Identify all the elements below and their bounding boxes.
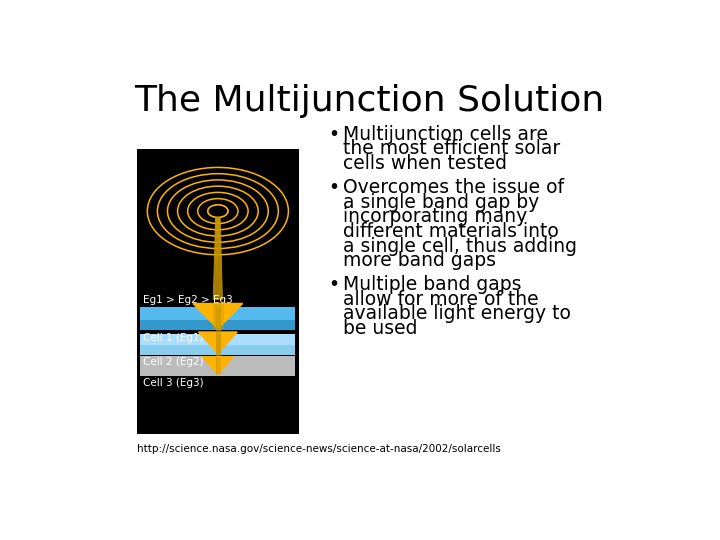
- Text: Eg1 > Eg2 > Eg3: Eg1 > Eg2 > Eg3: [143, 295, 233, 306]
- Ellipse shape: [198, 199, 238, 224]
- Text: •: •: [329, 125, 340, 144]
- Text: incorporating many: incorporating many: [343, 207, 527, 226]
- Text: Overcomes the issue of: Overcomes the issue of: [343, 178, 564, 197]
- Bar: [137, 150, 300, 434]
- Text: Cell 1 (Eg1): Cell 1 (Eg1): [143, 333, 203, 343]
- Text: a single band gap by: a single band gap by: [343, 193, 539, 212]
- Ellipse shape: [168, 180, 269, 242]
- Text: more band gaps: more band gaps: [343, 251, 495, 270]
- Bar: [140, 356, 295, 376]
- Text: be used: be used: [343, 319, 417, 338]
- Text: allow for more of the: allow for more of the: [343, 289, 539, 309]
- Ellipse shape: [158, 174, 279, 248]
- Polygon shape: [202, 356, 233, 374]
- Polygon shape: [193, 303, 243, 329]
- Text: cells when tested: cells when tested: [343, 154, 507, 173]
- Ellipse shape: [208, 205, 228, 217]
- Bar: [140, 346, 295, 355]
- Bar: [140, 320, 295, 330]
- Text: http://science.nasa.gov/science-news/science-at-nasa/2002/solarcells: http://science.nasa.gov/science-news/sci…: [137, 444, 500, 454]
- Text: •: •: [329, 178, 340, 197]
- Text: Cell 3 (Eg3): Cell 3 (Eg3): [143, 378, 203, 388]
- Ellipse shape: [148, 167, 289, 255]
- Bar: [140, 334, 295, 346]
- Text: •: •: [329, 275, 340, 294]
- Text: the most efficient solar: the most efficient solar: [343, 139, 560, 159]
- Text: Multijunction cells are: Multijunction cells are: [343, 125, 548, 144]
- Ellipse shape: [208, 205, 228, 217]
- Bar: [140, 307, 295, 320]
- Text: Cell 2 (Eg2): Cell 2 (Eg2): [143, 357, 203, 367]
- Text: Multiple band gaps: Multiple band gaps: [343, 275, 521, 294]
- Text: available light energy to: available light energy to: [343, 304, 570, 323]
- Ellipse shape: [178, 186, 258, 236]
- Text: different materials into: different materials into: [343, 222, 559, 241]
- Text: The Multijunction Solution: The Multijunction Solution: [134, 84, 604, 118]
- Ellipse shape: [188, 192, 248, 230]
- Polygon shape: [199, 332, 238, 354]
- Text: a single cell, thus adding: a single cell, thus adding: [343, 237, 577, 255]
